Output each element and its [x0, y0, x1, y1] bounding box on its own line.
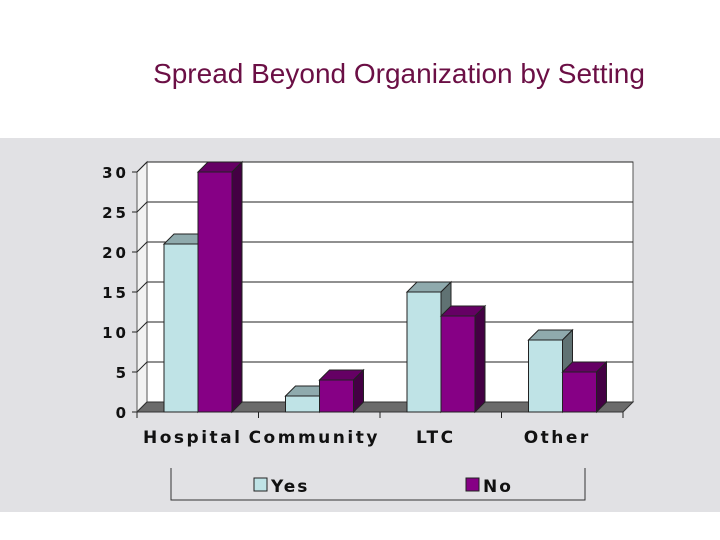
bar-yes-other — [528, 339, 563, 413]
gridline-side — [136, 281, 148, 293]
y-tick-label: 25 — [102, 204, 129, 222]
page-title: Spread Beyond Organization by Setting — [153, 58, 645, 89]
bar-no-ltc — [440, 315, 476, 413]
gridline-side — [136, 321, 148, 333]
bar-no-community — [319, 379, 354, 413]
legend-label-yes: Yes — [270, 477, 309, 497]
y-tick-label: 20 — [102, 244, 129, 262]
legend-swatch-yes — [253, 477, 268, 492]
gridline-side — [136, 361, 148, 373]
gridline-side — [136, 161, 148, 173]
legend-swatch-no — [465, 477, 480, 492]
gridline-side — [136, 201, 148, 213]
bar-side-no-other — [596, 360, 607, 414]
legend-label-no: No — [483, 477, 513, 497]
bar-yes-community — [285, 395, 320, 413]
x-tick-label: LTC — [416, 428, 456, 448]
gridline-side — [136, 241, 148, 253]
y-tick-label: 30 — [102, 164, 129, 182]
bar-yes-ltc — [406, 291, 442, 413]
y-tick-label: 15 — [102, 284, 129, 302]
x-tick-label: Other — [524, 428, 591, 448]
legend-box — [170, 468, 586, 501]
y-tick-label: 0 — [116, 404, 129, 422]
bar-side-no-community — [353, 368, 364, 414]
y-tick-label: 5 — [116, 364, 129, 382]
bar-side-no-hospital — [231, 160, 243, 414]
x-tick-label: Hospital — [143, 428, 242, 448]
bar-side-no-ltc — [474, 304, 486, 414]
bar-no-other — [562, 371, 597, 413]
x-tick-label: Community — [249, 428, 380, 448]
y-tick-label: 10 — [102, 324, 129, 342]
bar-yes-hospital — [163, 243, 199, 413]
bar-no-hospital — [197, 171, 233, 413]
